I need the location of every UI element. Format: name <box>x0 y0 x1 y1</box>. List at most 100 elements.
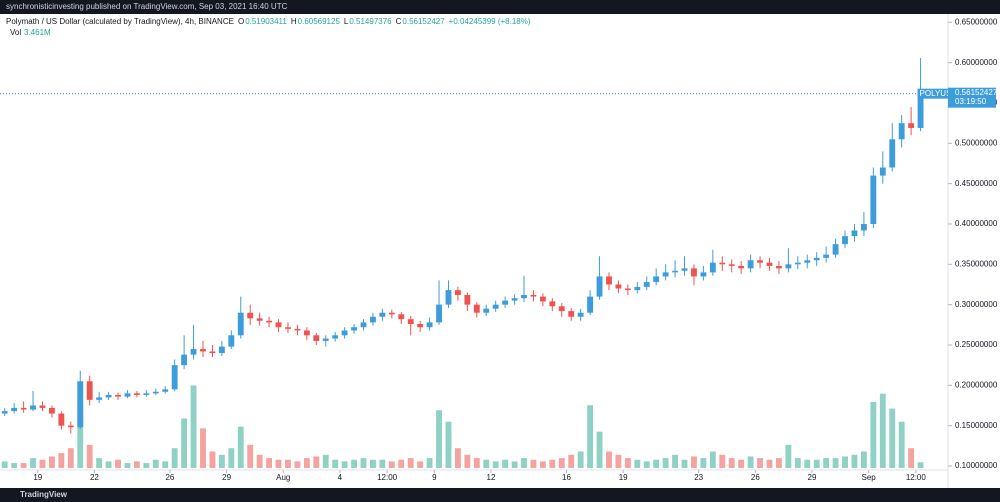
candle-body <box>502 300 509 305</box>
candle-body <box>1 411 8 414</box>
candle-body <box>171 365 178 390</box>
candle-body <box>464 294 471 305</box>
legend-symbol: Polymath / US Dollar (calculated by Trad… <box>6 17 234 26</box>
volume-bar <box>464 454 471 468</box>
volume-bar <box>266 458 273 468</box>
x-tick-label: 16 <box>562 473 571 482</box>
volume-bar <box>445 421 452 468</box>
candle-body <box>719 262 726 265</box>
candle-body <box>728 264 735 266</box>
candle-body <box>58 413 65 426</box>
candle-body <box>700 272 707 277</box>
volume-bar <box>823 458 830 468</box>
volume-bar <box>20 463 27 468</box>
candle-body <box>794 262 801 265</box>
price-tag-ticker: POLYUSD <box>920 89 958 98</box>
candle-body <box>77 381 84 428</box>
candle-body <box>757 260 763 263</box>
legend-value: 0.60569125 <box>298 17 341 26</box>
y-tick-label: 0.40000000 <box>955 219 998 228</box>
volume-bar <box>426 458 433 468</box>
volume-bar <box>124 463 131 468</box>
volume-bar <box>436 410 442 468</box>
legend-value: 0.51497376 <box>349 17 392 26</box>
chart-area <box>0 14 1000 488</box>
volume-bar <box>511 461 518 468</box>
volume-bar <box>285 459 291 468</box>
candle-body <box>285 327 291 329</box>
x-tick-label: 26 <box>751 473 760 482</box>
candle-body <box>228 335 235 347</box>
volume-bar <box>39 459 46 468</box>
candle-body <box>917 93 924 128</box>
volume-bar <box>294 461 301 468</box>
volume-bar <box>237 426 244 468</box>
candle-body <box>643 282 650 287</box>
volume-bar <box>860 451 867 468</box>
candle-body <box>115 394 121 397</box>
candle-body <box>360 322 367 328</box>
candle-body <box>568 311 575 317</box>
x-tick-label: 19 <box>33 473 42 482</box>
volume-bar <box>738 459 745 468</box>
volume-bar <box>691 456 697 468</box>
candle-body <box>200 349 206 352</box>
volume-bar <box>587 405 594 468</box>
volume-bar <box>105 461 112 468</box>
legend-vol-key: Vol <box>10 28 21 37</box>
candle-body <box>20 407 27 410</box>
y-tick-label: 0.50000000 <box>955 138 998 147</box>
candle-body <box>558 306 565 312</box>
candle-body <box>105 394 112 398</box>
volume-bar <box>870 401 877 468</box>
volume-bar <box>596 431 603 468</box>
candle-body <box>804 260 811 263</box>
volume-bar <box>842 456 848 468</box>
volume-bar <box>539 461 546 468</box>
candle-body <box>417 324 424 328</box>
volume-bar <box>879 393 886 468</box>
bottom-bar <box>0 488 1000 502</box>
volume-bar <box>379 459 386 468</box>
volume-bar <box>624 458 631 468</box>
candle-body <box>303 330 310 336</box>
volume-bar <box>152 459 159 468</box>
volume-bar <box>634 459 641 468</box>
volume-bar <box>766 459 773 468</box>
volume-bar <box>672 454 679 468</box>
candle-body <box>596 276 603 297</box>
volume-bar <box>832 458 839 468</box>
candle-body <box>266 320 273 323</box>
volume-bar <box>643 461 650 468</box>
volume-bar <box>115 459 121 468</box>
volume-bar <box>917 462 924 468</box>
legend-key: L <box>344 17 349 26</box>
candle-body <box>473 304 480 313</box>
candle-body <box>889 139 896 168</box>
volume-bar <box>492 461 499 468</box>
volume-bar <box>794 458 801 468</box>
candle-body <box>313 335 320 341</box>
volume-bar <box>813 459 820 468</box>
candle-body <box>436 304 442 323</box>
volume-bar <box>190 385 197 468</box>
candle-body <box>691 268 697 277</box>
candle-body <box>681 268 688 271</box>
y-tick-label: 0.65000000 <box>955 17 998 26</box>
candle-body <box>738 265 745 269</box>
candle-body <box>879 167 886 176</box>
volume-bar <box>558 458 565 468</box>
volume-bar <box>67 448 74 468</box>
candle-body <box>747 260 754 269</box>
x-tick-label: 19 <box>619 473 628 482</box>
candle-body <box>209 351 216 354</box>
legend-vol-value: 3.461M <box>24 28 51 37</box>
volume-bar <box>332 459 339 468</box>
volume-bar <box>417 461 424 468</box>
x-tick-label: 12:00 <box>377 473 398 482</box>
volume-bar <box>171 448 178 468</box>
candle-body <box>30 405 36 410</box>
price-label-box <box>948 87 996 108</box>
